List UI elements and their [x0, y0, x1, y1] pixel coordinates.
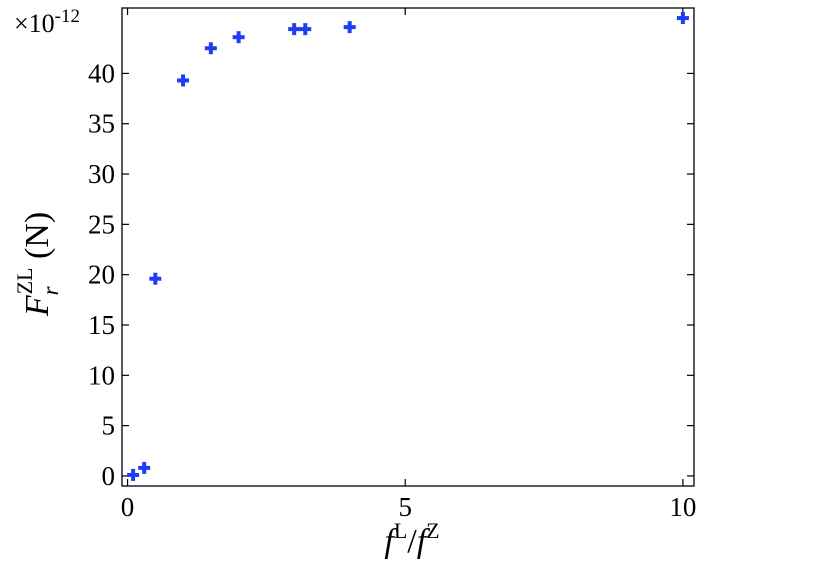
x-tick-label-1: 5 — [398, 492, 412, 522]
x-tick-label-2: 10 — [669, 492, 696, 522]
y-tick-label-5: 25 — [88, 209, 115, 239]
y-label-sub: r — [38, 285, 63, 295]
data-point-4 — [204, 42, 217, 55]
y-tick-label-4: 20 — [88, 260, 115, 290]
y-label-unit: (N) — [19, 212, 56, 268]
y-tick-label-1: 5 — [102, 411, 116, 441]
data-point-8 — [343, 21, 356, 34]
y-multiplier: ×10-12 — [14, 6, 80, 38]
y-label-F: F — [19, 294, 56, 317]
data-point-5 — [232, 31, 245, 44]
y-tick-label-2: 10 — [88, 360, 115, 390]
y-tick-label-6: 30 — [88, 159, 115, 189]
x-tick-label-0: 0 — [121, 492, 135, 522]
y-axis-label: FrZL (N) — [12, 212, 63, 317]
data-points — [127, 12, 689, 481]
plot-area — [121, 7, 695, 487]
x-label-slash: / — [407, 523, 417, 560]
y-tick-label-7: 35 — [88, 109, 115, 139]
y-multiplier-exponent: -12 — [55, 6, 80, 27]
data-point-1 — [138, 461, 151, 474]
x-axis-label: fL/fZ — [384, 518, 439, 560]
axis-ticks — [122, 8, 694, 486]
data-point-2 — [149, 272, 162, 285]
x-label-sup1: L — [394, 518, 407, 543]
data-point-9 — [676, 12, 689, 25]
data-point-7 — [299, 23, 312, 36]
y-multiplier-base: ×10 — [14, 9, 55, 38]
y-tick-label-8: 40 — [88, 58, 115, 88]
y-label-sup: ZL — [12, 268, 37, 295]
tick-labels: 0 5 10 0 5 10 15 20 25 30 35 40 — [88, 58, 696, 522]
y-tick-label-3: 15 — [88, 310, 115, 340]
data-point-0 — [127, 468, 140, 481]
data-point-3 — [177, 74, 190, 87]
data-point-6 — [288, 23, 301, 36]
y-tick-label-0: 0 — [102, 461, 116, 491]
x-label-sup2: Z — [426, 518, 439, 543]
